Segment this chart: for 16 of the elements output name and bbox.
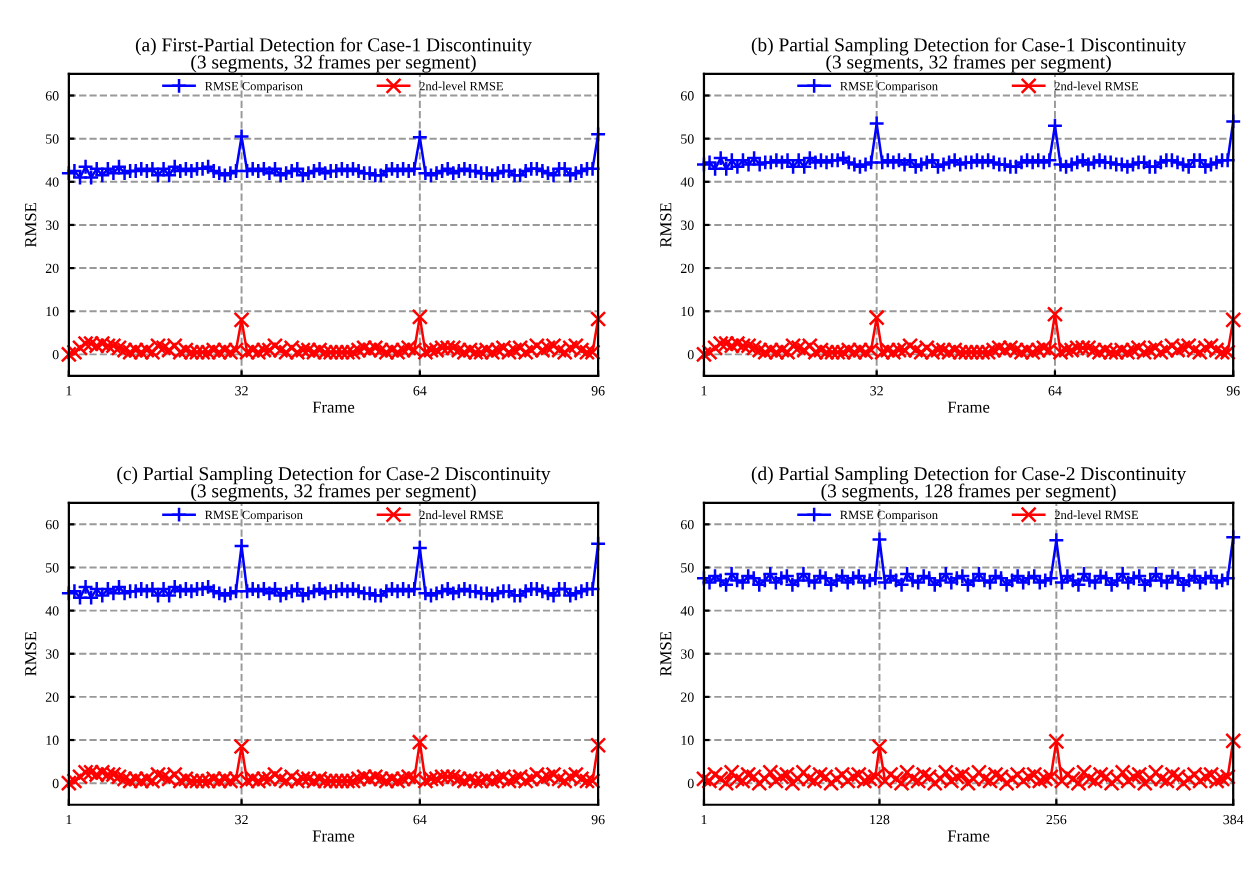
y-axis-title: RMSE [660,203,672,248]
x-axis-title: Frame [947,401,990,413]
y-axis-title: RMSE [25,631,37,676]
chart-title: (a) First-Partial Detection for Case-1 Discontinuity [135,37,532,56]
x-axis-title: Frame [312,401,355,413]
chart-title: (b) Partial Sampling Detection for Case-1 Discontinuity [751,37,1187,56]
x-axis-title: Frame [947,830,990,842]
x-axis-title: Frame [312,830,355,842]
chart-title: (d) Partial Sampling Detection for Case-2 Discontinuity [751,466,1187,485]
y-axis-title: RMSE [660,631,672,676]
chart-subtitle: (3 segments, 32 frames per segment) [191,54,476,73]
chart-title: (c) Partial Sampling Detection for Case-2 Discontinuity [117,466,551,485]
chart-subtitle: (3 segments, 32 frames per segment) [826,54,1111,73]
y-axis-title: RMSE [25,203,37,248]
chart-subtitle: (3 segments, 128 frames per segment) [821,483,1116,502]
chart-subtitle: (3 segments, 32 frames per segment) [191,483,476,502]
